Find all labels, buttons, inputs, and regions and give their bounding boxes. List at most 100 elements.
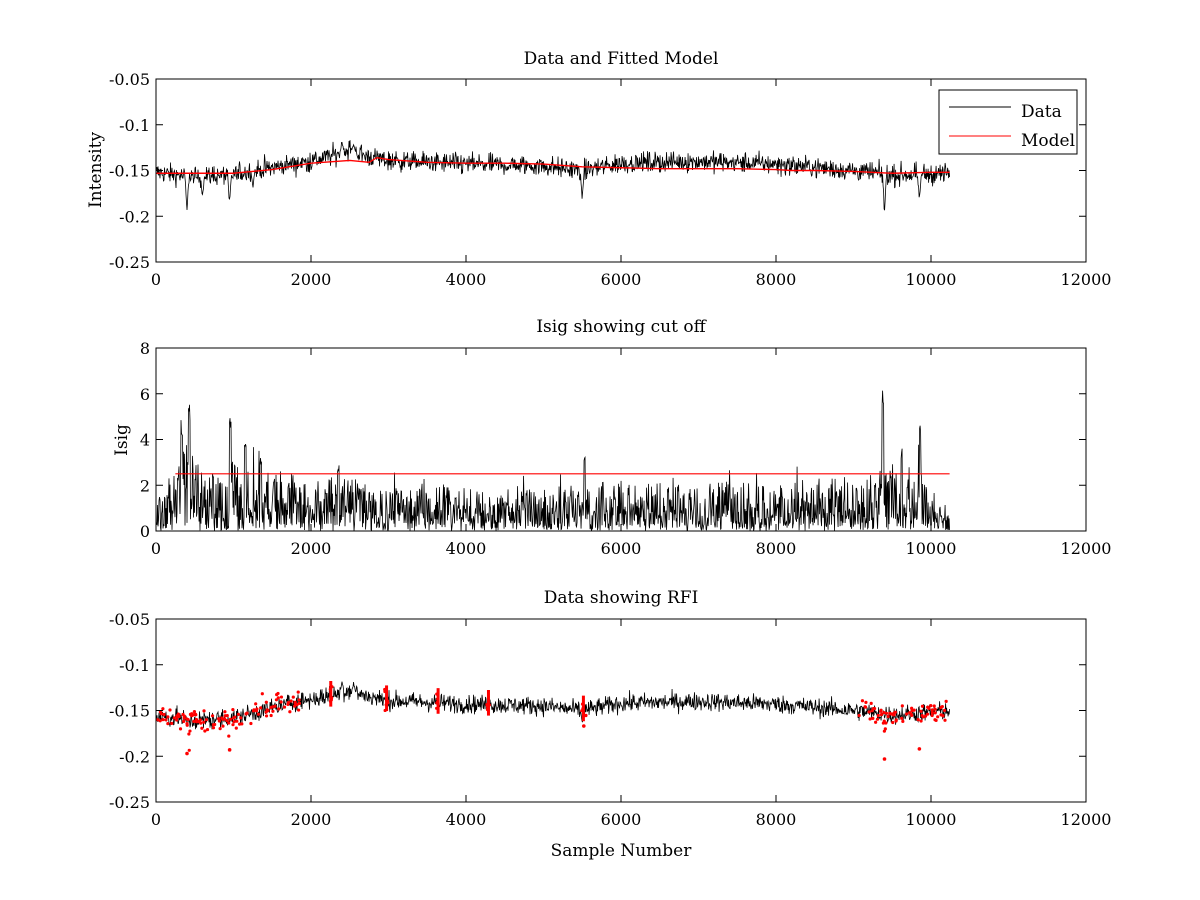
x-tick-label: 4000 xyxy=(446,539,487,558)
rfi-point xyxy=(875,717,880,721)
panel-2-ticks: 0 2000 4000 6000 8000 10000 12000 0 2 4 6 8 xyxy=(140,339,1112,558)
rfi-point xyxy=(161,707,165,711)
y-tick-label: -0.05 xyxy=(109,610,150,629)
x-tick-label: 6000 xyxy=(601,270,642,289)
x-tick-label: 4000 xyxy=(446,270,487,289)
rfi-point xyxy=(172,716,176,720)
series-data-line xyxy=(155,140,950,211)
rfi-point xyxy=(161,718,165,722)
rfi-point xyxy=(864,700,868,704)
rfi-point xyxy=(202,709,206,713)
rfi-point xyxy=(213,722,217,727)
rfi-point xyxy=(175,714,179,718)
y-tick-label: 8 xyxy=(140,339,150,358)
panel-rfi: Data showing RFI 0 2000 4000 6000 8000 10000 1… xyxy=(109,588,1111,861)
rfi-extreme-point xyxy=(227,748,232,752)
rfi-point xyxy=(254,702,258,706)
rfi-point xyxy=(293,704,297,708)
rfi-point xyxy=(900,716,904,720)
rfi-point xyxy=(863,705,867,709)
rfi-point xyxy=(277,707,281,711)
y-tick-label: -0.15 xyxy=(109,162,150,181)
rfi-point xyxy=(295,702,299,707)
rfi-point xyxy=(231,708,235,712)
rfi-point xyxy=(926,712,930,716)
rfi-point xyxy=(297,698,301,702)
rfi-point xyxy=(188,712,193,716)
rfi-point xyxy=(234,726,238,730)
rfi-point xyxy=(162,712,166,717)
x-tick-label: 8000 xyxy=(756,539,797,558)
panel-2-plot-area xyxy=(155,390,950,532)
rfi-point xyxy=(894,718,898,722)
y-tick-label: -0.1 xyxy=(119,656,150,675)
rfi-point xyxy=(932,704,936,708)
rfi-point xyxy=(905,712,909,716)
x-tick-label: 12000 xyxy=(1061,270,1112,289)
rfi-point xyxy=(221,717,225,721)
x-tick-label: 8000 xyxy=(756,810,797,829)
rfi-point xyxy=(182,714,186,718)
rfi-point xyxy=(286,702,290,707)
rfi-point xyxy=(920,704,925,708)
rfi-point xyxy=(296,690,300,694)
rfi-point xyxy=(900,704,904,708)
panel-3-plot-area xyxy=(155,680,950,761)
rfi-point xyxy=(156,718,160,722)
x-tick-label: 0 xyxy=(151,270,161,289)
rfi-point xyxy=(227,721,231,725)
rfi-point xyxy=(276,691,280,696)
rfi-point xyxy=(203,729,207,733)
x-tick-label: 0 xyxy=(151,810,161,829)
rfi-point xyxy=(908,711,912,715)
rfi-point xyxy=(236,712,240,716)
rfi-extreme-point xyxy=(882,757,887,761)
rfi-point xyxy=(249,721,253,726)
rfi-point xyxy=(940,704,944,709)
x-tick-label: 10000 xyxy=(906,810,957,829)
panel-2-ylabel: Isig xyxy=(112,424,132,456)
y-tick-label: -0.15 xyxy=(109,702,150,721)
rfi-point xyxy=(930,710,934,715)
x-tick-label: 10000 xyxy=(906,539,957,558)
rfi-point xyxy=(297,708,301,712)
rfi-point xyxy=(276,696,280,700)
rfi-point xyxy=(264,714,269,718)
rfi-point xyxy=(239,716,243,720)
rfi-point xyxy=(205,727,210,732)
series-isig-line xyxy=(155,390,950,532)
rfi-point xyxy=(944,699,948,703)
rfi-point xyxy=(158,719,162,723)
y-tick-label: -0.2 xyxy=(119,207,150,226)
rfi-point xyxy=(882,729,886,733)
x-tick-label: 2000 xyxy=(291,810,332,829)
rfi-point xyxy=(182,719,186,723)
rfi-point xyxy=(221,724,225,728)
rfi-point xyxy=(930,708,934,712)
rfi-point xyxy=(187,748,191,752)
rfi-point xyxy=(867,710,871,714)
panel-3-title: Data showing RFI xyxy=(544,588,699,608)
rfi-point xyxy=(910,713,914,717)
rfi-point xyxy=(231,716,236,720)
x-tick-label: 0 xyxy=(151,539,161,558)
rfi-point xyxy=(279,700,283,704)
rfi-point xyxy=(223,710,227,714)
rfi-point xyxy=(256,712,261,716)
rfi-point xyxy=(879,708,883,712)
rfi-point xyxy=(910,706,914,710)
rfi-point xyxy=(269,713,273,718)
rfi-point xyxy=(265,708,269,712)
rfi-point xyxy=(923,714,928,718)
rfi-point xyxy=(217,717,221,721)
rfi-point xyxy=(187,732,191,736)
rfi-point xyxy=(218,727,222,731)
rfi-point xyxy=(884,721,888,725)
rfi-point xyxy=(279,695,284,699)
rfi-point xyxy=(166,715,170,719)
rfi-point xyxy=(188,729,192,733)
y-tick-label: -0.1 xyxy=(119,116,150,135)
legend-model-label: Model xyxy=(1021,131,1075,151)
rfi-point xyxy=(297,701,302,706)
